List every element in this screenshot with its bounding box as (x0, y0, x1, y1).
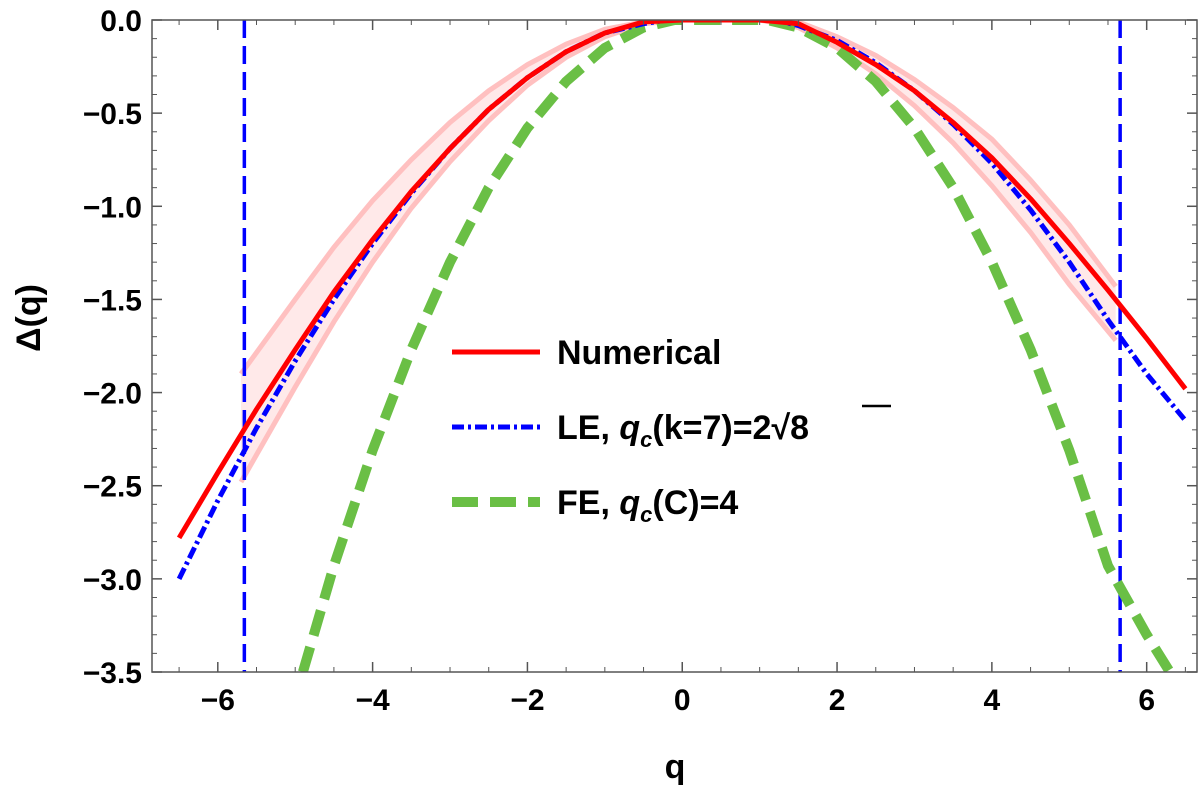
x-tick-label: 2 (829, 684, 846, 717)
series-line-fe (298, 20, 1175, 672)
y-tick-label: −1.0 (83, 191, 142, 224)
x-axis-label: q (665, 748, 686, 786)
legend-le-sqrt: √ (771, 409, 790, 447)
y-tick-label: −1.5 (83, 284, 142, 317)
y-tick-label: −3.0 (83, 564, 142, 597)
legend-label-le: LE, qc(k=7)=2√8 (557, 409, 809, 452)
y-tick-label: −3.5 (83, 657, 142, 690)
legend-le-prefix: LE, (557, 409, 619, 447)
legend: Numerical LE, qc(k=7)=2√8 FE, qc(C)=4 (436, 318, 920, 530)
tick-layer (152, 19, 1197, 673)
legend-fe-prefix: FE, (557, 484, 619, 522)
plot-frame (151, 19, 1198, 673)
x-tick-label: −6 (201, 684, 235, 717)
legend-fe-sub: c (640, 502, 652, 527)
x-tick-label: −4 (356, 684, 391, 717)
y-tick-label: −0.5 (83, 98, 142, 131)
series-line-le (176, 20, 1188, 581)
tick-label-layer: −6 −4 −2 0 2 4 6 0.0 −0.5 −1.0 −1.5 −2.0 −2.5 −3.0 −3.… (83, 5, 1155, 717)
x-tick-label: 0 (674, 684, 691, 717)
legend-label-fe: FE, qc(C)=4 (557, 484, 738, 527)
x-tick-label: 4 (984, 684, 1001, 717)
y-tick-label: −2.5 (83, 471, 142, 504)
legend-fe-q: q (619, 484, 640, 522)
y-tick-label: 0.0 (100, 5, 142, 38)
legend-le-mid: (k=7)=2 (652, 409, 771, 447)
legend-le-radicand: 8 (790, 409, 809, 447)
y-tick-label: −2.0 (83, 378, 142, 411)
y-axis-label: Δ(q) (10, 284, 48, 352)
series-line-numerical (176, 20, 1188, 540)
x-tick-label: 6 (1138, 684, 1155, 717)
legend-fe-suffix: (C)=4 (652, 484, 738, 522)
critical-q-lines-layer (242, 20, 1122, 672)
legend-label-numerical: Numerical (557, 334, 721, 372)
legend-le-sub: c (640, 427, 652, 452)
legend-le-q: q (619, 409, 640, 447)
x-tick-label: −2 (510, 684, 544, 717)
series-layer (176, 20, 1188, 672)
